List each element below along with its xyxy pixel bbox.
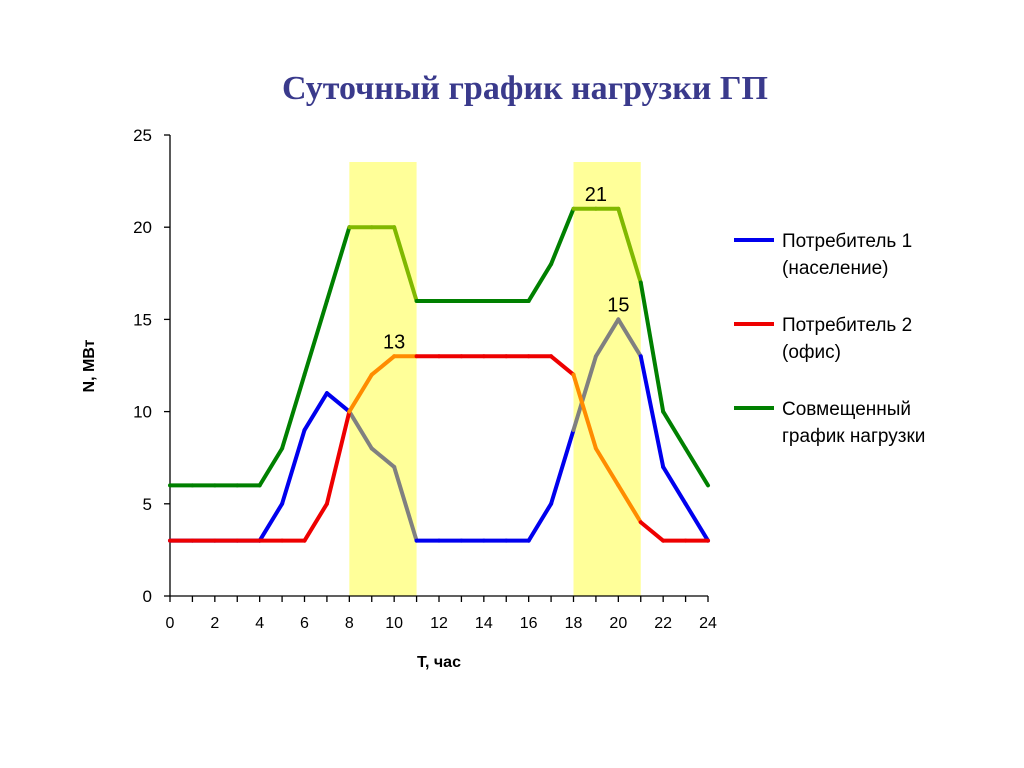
legend-item-combined: Совмещенный график нагрузки — [734, 396, 1004, 480]
series-segment — [549, 354, 576, 377]
highlight-band-1 — [349, 162, 417, 596]
legend-swatch-consumer-1 — [734, 238, 774, 242]
series-segment — [324, 409, 352, 506]
x-tick-label: 16 — [520, 615, 538, 632]
y-tick-label: 5 — [143, 495, 152, 514]
series-segment — [638, 354, 666, 469]
axes — [164, 134, 709, 602]
series-segment — [549, 428, 576, 506]
legend-swatch-consumer-2 — [734, 322, 774, 326]
series-segment — [571, 372, 598, 451]
series-segment — [616, 317, 643, 359]
series-segment — [593, 446, 621, 488]
series-segment — [302, 391, 329, 433]
x-tick-label: 18 — [565, 615, 583, 632]
series-segment — [683, 501, 710, 543]
series-segment — [280, 372, 307, 451]
x-tick-label: 12 — [430, 615, 448, 632]
series-segment — [593, 317, 621, 359]
x-tick-label: 2 — [210, 615, 219, 632]
x-tick-label: 10 — [385, 615, 403, 632]
series-segment — [638, 280, 666, 414]
data-label: 13 — [383, 331, 405, 353]
series-segment — [302, 501, 329, 543]
series-segment — [369, 354, 397, 377]
y-tick-label: 25 — [133, 126, 152, 145]
series-segment — [392, 225, 419, 303]
series-segment — [302, 298, 329, 377]
legend-item-consumer-1: Потребитель 1 (население) — [734, 228, 1004, 312]
x-tick-label: 4 — [255, 615, 264, 632]
x-tick-label: 6 — [300, 615, 309, 632]
highlight-band-2 — [573, 162, 641, 596]
legend: Потребитель 1 (население) Потребитель 2 … — [734, 228, 1004, 480]
x-tick-label: 8 — [345, 615, 354, 632]
series-segment — [280, 428, 307, 506]
legend-label-consumer-2: Потребитель 2 (офис) — [782, 315, 913, 363]
x-axis-label: T, час — [417, 654, 461, 671]
series-segment — [347, 409, 374, 451]
y-tick-label: 20 — [133, 218, 152, 237]
data-label: 21 — [585, 184, 607, 206]
data-label: 15 — [607, 294, 629, 316]
series-line-2 — [168, 354, 710, 543]
y-tick-label: 0 — [143, 587, 152, 606]
series-segment — [571, 354, 598, 433]
y-tick-label: 15 — [133, 310, 152, 329]
series-line-3 — [168, 206, 710, 488]
chart-title: Суточный график нагрузки ГП — [282, 70, 768, 107]
x-tick-label: 14 — [475, 615, 493, 632]
series-segment — [661, 464, 688, 506]
series-segment — [616, 483, 643, 525]
annotations: 13 21 15 — [383, 184, 629, 354]
x-tick-label: 24 — [699, 615, 717, 632]
x-tick-label: 0 — [166, 615, 175, 632]
series-lines — [168, 206, 710, 543]
series-segment — [549, 206, 576, 267]
series-segment — [616, 206, 643, 285]
highlight-bands — [349, 162, 641, 596]
series-segment — [369, 446, 397, 469]
y-tick-label: 10 — [133, 403, 152, 422]
series-segment — [526, 501, 554, 543]
series-segment — [526, 262, 554, 303]
series-segment — [324, 391, 352, 414]
series-segment — [257, 501, 285, 543]
legend-label-combined: Совмещенный график нагрузки — [782, 399, 926, 447]
x-tick-label: 20 — [609, 615, 627, 632]
series-line-1 — [168, 317, 710, 543]
series-segment — [257, 446, 285, 488]
x-tick-label: 22 — [654, 615, 672, 632]
legend-item-consumer-2: Потребитель 2 (офис) — [734, 312, 1004, 396]
series-segment — [638, 520, 666, 543]
series-segment — [683, 446, 710, 488]
legend-label-consumer-1: Потребитель 1 (население) — [782, 231, 913, 279]
legend-swatch-combined — [734, 406, 774, 410]
series-segment — [324, 225, 352, 303]
series-segment — [661, 409, 688, 451]
series-segment — [392, 464, 419, 543]
series-segment — [347, 372, 374, 414]
y-axis-label: N, МВт — [81, 339, 98, 392]
